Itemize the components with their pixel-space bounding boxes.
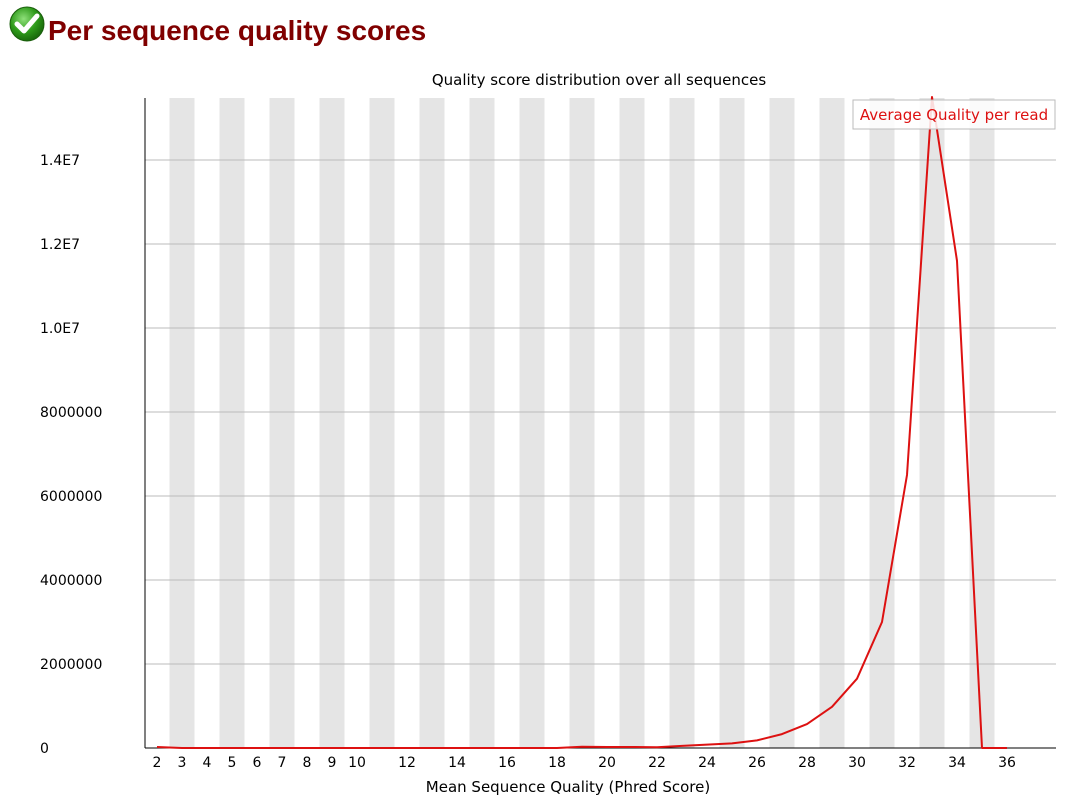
x-tick-label: 3 bbox=[178, 755, 187, 771]
chart-bands bbox=[169, 98, 995, 748]
x-tick-label: 24 bbox=[698, 755, 716, 771]
x-tick-label: 20 bbox=[598, 755, 616, 771]
chart-band bbox=[619, 98, 645, 748]
y-tick-label: 1.2E7 bbox=[40, 237, 80, 253]
chart-title: Quality score distribution over all sequ… bbox=[432, 71, 766, 89]
x-tick-label: 18 bbox=[548, 755, 566, 771]
x-axis-label: Mean Sequence Quality (Phred Score) bbox=[426, 778, 710, 796]
x-tick-label: 7 bbox=[278, 755, 287, 771]
chart-band bbox=[519, 98, 545, 748]
x-tick-label: 16 bbox=[498, 755, 516, 771]
y-tick-label: 4000000 bbox=[40, 573, 102, 589]
chart-legend: Average Quality per read bbox=[852, 99, 1056, 130]
header: Per sequence quality scores bbox=[8, 2, 426, 46]
chart-band bbox=[419, 98, 445, 748]
chart-band bbox=[319, 98, 345, 748]
x-tick-label: 8 bbox=[303, 755, 312, 771]
x-tick-labels: 2 3 4 5 6 7 8 9 10 12 14 16 18 20 22 24 26 28 30 32 34 36 bbox=[153, 755, 1016, 771]
y-tick-label: 1.0E7 bbox=[40, 321, 80, 337]
x-tick-label: 12 bbox=[398, 755, 416, 771]
chart-series bbox=[156, 96, 1007, 749]
y-tick-label: 1.4E7 bbox=[40, 153, 80, 169]
x-tick-label: 5 bbox=[228, 755, 237, 771]
check-icon bbox=[9, 6, 45, 42]
chart-band bbox=[819, 98, 845, 748]
chart-band bbox=[569, 98, 595, 748]
y-tick-label: 6000000 bbox=[40, 489, 102, 505]
chart-band bbox=[769, 98, 795, 748]
chart-band bbox=[919, 98, 945, 748]
chart-band bbox=[169, 98, 195, 748]
y-tick-labels: 0 2000000 4000000 6000000 8000000 1.0E7 1.2E7 1… bbox=[40, 153, 102, 757]
chart-band bbox=[969, 98, 995, 748]
x-tick-label: 2 bbox=[153, 755, 162, 771]
x-tick-label: 34 bbox=[948, 755, 966, 771]
chart-band bbox=[469, 98, 495, 748]
chart-band bbox=[219, 98, 245, 748]
x-tick-label: 4 bbox=[203, 755, 212, 771]
x-tick-label: 30 bbox=[848, 755, 866, 771]
y-tick-label: 2000000 bbox=[40, 657, 102, 673]
x-tick-label: 22 bbox=[648, 755, 666, 771]
x-tick-label: 14 bbox=[448, 755, 466, 771]
y-tick-label: 8000000 bbox=[40, 405, 102, 421]
x-tick-label: 10 bbox=[348, 755, 366, 771]
x-tick-label: 28 bbox=[798, 755, 816, 771]
page-title: Per sequence quality scores bbox=[48, 15, 427, 46]
chart-band bbox=[269, 98, 295, 748]
chart-gridlines bbox=[145, 159, 1056, 749]
chart-band bbox=[369, 98, 395, 748]
chart-band bbox=[869, 98, 895, 748]
x-tick-label: 9 bbox=[328, 755, 337, 771]
series-line bbox=[156, 96, 1007, 749]
legend-entry: Average Quality per read bbox=[860, 106, 1048, 124]
x-tick-label: 36 bbox=[998, 755, 1016, 771]
legend-box bbox=[852, 99, 1056, 130]
chart-band bbox=[719, 98, 745, 748]
chart-band bbox=[669, 98, 695, 748]
x-tick-label: 26 bbox=[748, 755, 766, 771]
x-tick-label: 32 bbox=[898, 755, 916, 771]
x-tick-label: 6 bbox=[253, 755, 262, 771]
y-tick-label: 0 bbox=[40, 741, 49, 757]
